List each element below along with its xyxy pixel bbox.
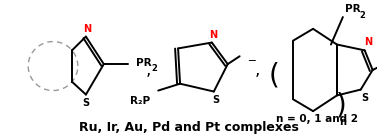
Text: N: N bbox=[365, 37, 373, 47]
Text: PR: PR bbox=[136, 58, 151, 68]
Text: 2: 2 bbox=[360, 11, 366, 20]
Text: ): ) bbox=[336, 91, 346, 119]
Text: ,: , bbox=[255, 61, 260, 79]
Text: 2: 2 bbox=[152, 64, 157, 74]
Text: S: S bbox=[82, 98, 90, 108]
Text: ,: , bbox=[146, 61, 151, 79]
Text: (: ( bbox=[269, 62, 280, 90]
Text: N: N bbox=[209, 30, 217, 40]
Text: R₂P: R₂P bbox=[130, 96, 150, 106]
Text: Ru, Ir, Au, Pd and Pt complexes: Ru, Ir, Au, Pd and Pt complexes bbox=[79, 121, 299, 134]
Text: S: S bbox=[212, 95, 219, 105]
Text: n: n bbox=[339, 117, 346, 127]
Text: n = 0, 1 and 2: n = 0, 1 and 2 bbox=[276, 114, 358, 124]
Text: N: N bbox=[83, 24, 91, 34]
Text: PR: PR bbox=[345, 4, 361, 14]
Text: S: S bbox=[361, 93, 368, 103]
Text: ─: ─ bbox=[248, 55, 255, 65]
